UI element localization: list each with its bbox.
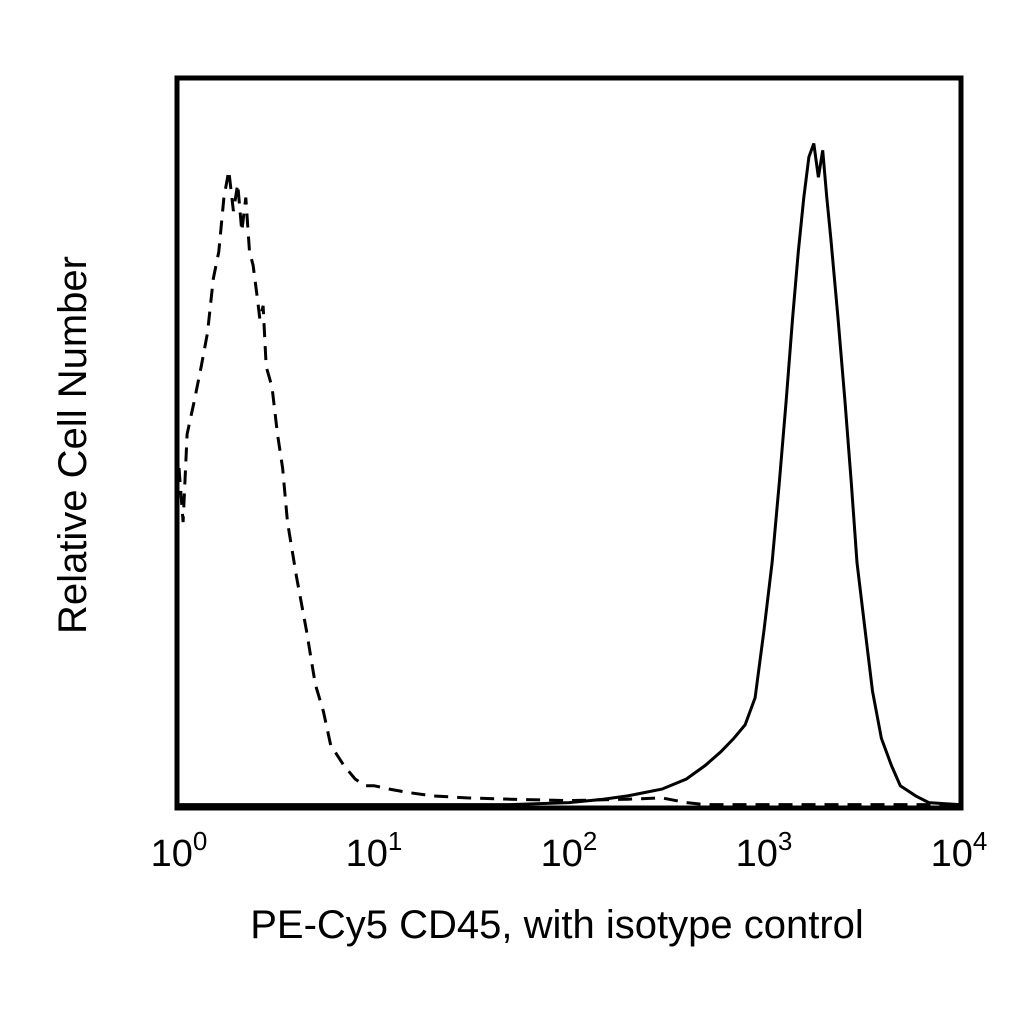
x-axis-title: PE-Cy5 CD45, with isotype control (250, 903, 864, 947)
series-layer (177, 142, 960, 807)
pe-cy5-cd45-histogram-line (179, 142, 960, 807)
y-axis-title: Relative Cell Number (51, 256, 95, 634)
x-tick-labels: 100 101 102 103 104 (151, 826, 988, 875)
x-tick-label-4: 104 (931, 826, 988, 875)
isotype-control-histogram-line (177, 170, 959, 807)
x-tick-label-3: 103 (736, 826, 793, 875)
plot-frame (174, 75, 964, 811)
x-tick-label-0: 100 (151, 826, 208, 875)
x-tick-label-1: 101 (346, 826, 403, 875)
x-tick-label-2: 102 (541, 826, 598, 875)
